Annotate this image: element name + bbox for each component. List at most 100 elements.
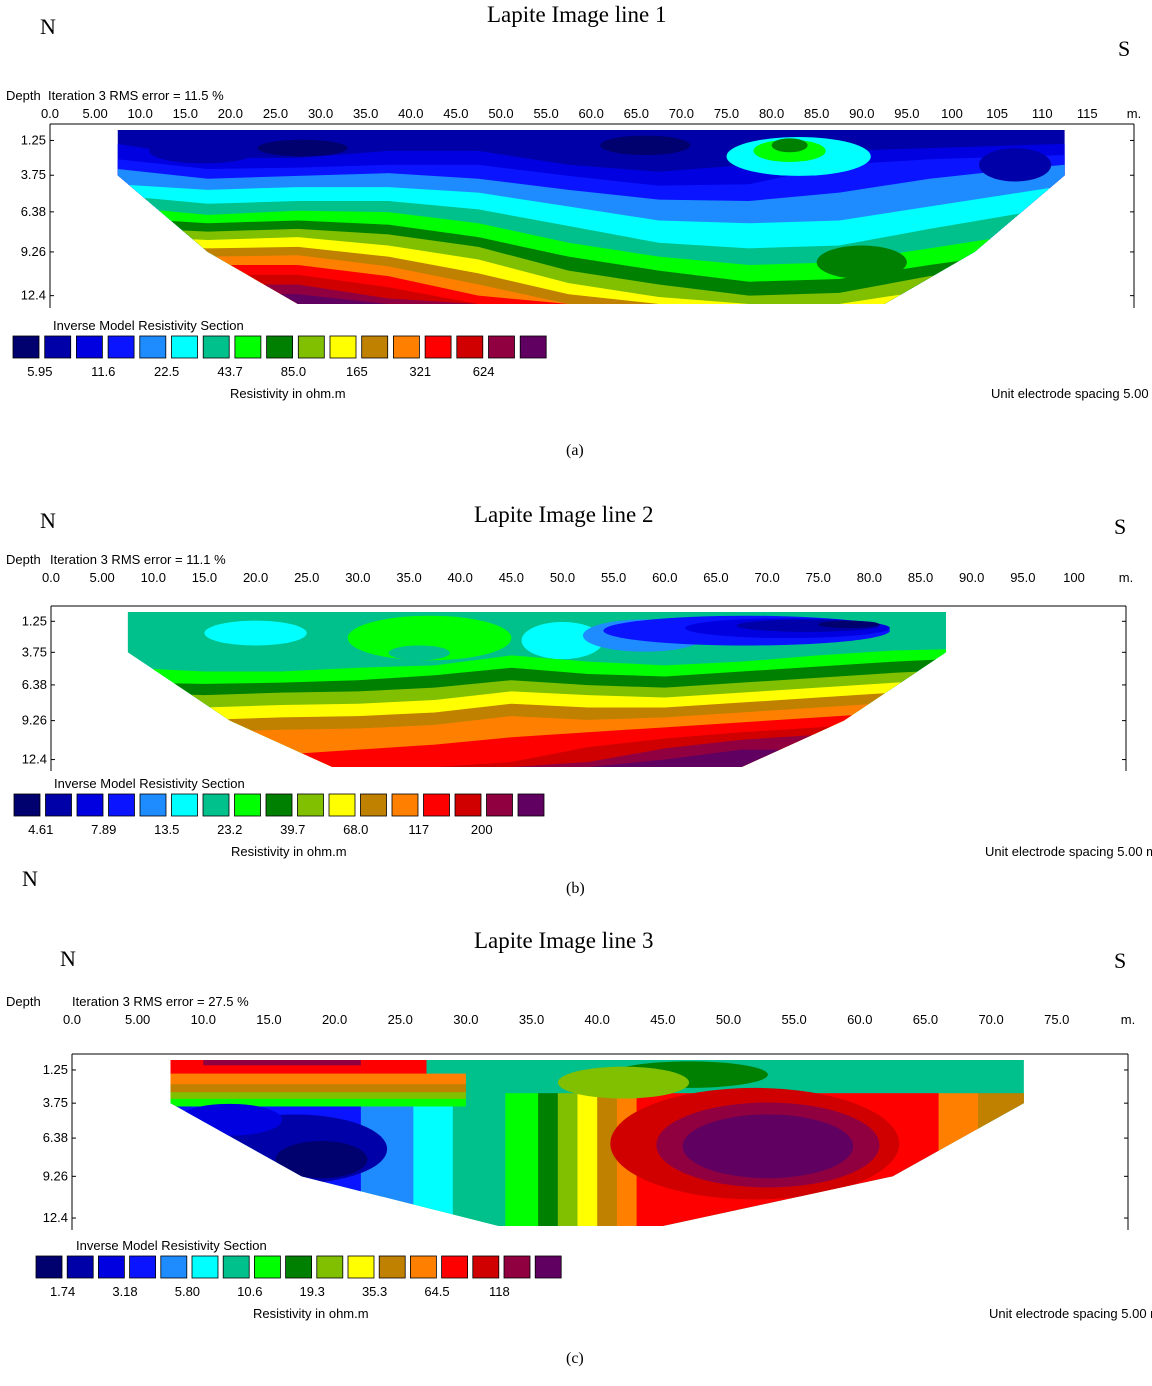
legend-swatch bbox=[517, 793, 545, 817]
x-tick-label: 10.0 bbox=[141, 570, 166, 585]
legend-swatch bbox=[347, 1255, 375, 1279]
depth-tick-label: 9.26 bbox=[21, 244, 46, 259]
legend-value-label: 3.18 bbox=[112, 1284, 137, 1299]
resistivity-anomaly bbox=[682, 1114, 854, 1179]
legend-swatch bbox=[486, 793, 513, 817]
x-tick-label: 25.0 bbox=[263, 106, 288, 121]
resistivity-anomaly bbox=[557, 1066, 690, 1099]
x-tick-label: 75.0 bbox=[714, 106, 739, 121]
legend-swatch bbox=[361, 335, 389, 359]
south-label: S bbox=[1114, 948, 1127, 973]
depth-tick-label: 3.75 bbox=[43, 1095, 68, 1110]
legend-swatch bbox=[171, 793, 198, 817]
resistivity-section-chart: Depth Iteration 3 RMS error = 11.5 % 0.0 5.… bbox=[6, 88, 1152, 401]
x-tick-label: 95.0 bbox=[894, 106, 919, 121]
north-label: N bbox=[40, 14, 56, 39]
x-unit-label: m. bbox=[1119, 570, 1133, 585]
iteration-label: Iteration 3 RMS error = 11.5 % bbox=[48, 88, 224, 103]
electrode-spacing-label: Unit electrode spacing 5.00 m. bbox=[991, 386, 1152, 401]
x-tick-label: 85.0 bbox=[804, 106, 829, 121]
x-tick-label: 45.0 bbox=[443, 106, 468, 121]
x-tick-label: 10.0 bbox=[191, 1012, 216, 1027]
depth-tick-label: 6.38 bbox=[21, 204, 46, 219]
panel-c: Lapite Image line 3 N S Depth Iteration 3… bbox=[0, 926, 1152, 1376]
legend-swatch bbox=[424, 335, 452, 359]
resistivity-section-chart: Depth Iteration 3 RMS error = 27.5 % 0.0 5.… bbox=[6, 994, 1152, 1321]
electrode-spacing-label: Unit electrode spacing 5.00 m. bbox=[985, 844, 1152, 859]
horizontal-zone bbox=[170, 1084, 466, 1094]
legend-value-label: 19.3 bbox=[300, 1284, 325, 1299]
column-zone bbox=[413, 1093, 454, 1226]
legend-value-label: 117 bbox=[408, 822, 429, 837]
legend-swatch bbox=[139, 335, 167, 359]
legend-swatch bbox=[316, 1255, 344, 1279]
x-tick-label: 40.0 bbox=[398, 106, 423, 121]
north-label: N bbox=[40, 508, 56, 533]
horizontal-zone bbox=[203, 1060, 361, 1066]
legend-swatch bbox=[139, 793, 167, 817]
legend-swatch bbox=[441, 1255, 469, 1279]
legend-swatch bbox=[378, 1255, 406, 1279]
x-tick-label: 60.0 bbox=[579, 106, 604, 121]
x-tick-label: 40.0 bbox=[448, 570, 473, 585]
x-unit-label: m. bbox=[1121, 1012, 1135, 1027]
legend-swatch bbox=[423, 793, 450, 817]
panel-title: Lapite Image line 1 bbox=[487, 2, 667, 27]
legend-swatch bbox=[285, 1255, 313, 1279]
legend-value-label: 85.0 bbox=[281, 364, 306, 379]
legend-value-label: 165 bbox=[346, 364, 368, 379]
legend-swatch bbox=[45, 793, 72, 817]
legend-swatch bbox=[456, 335, 484, 359]
x-tick-label: 25.0 bbox=[294, 570, 319, 585]
x-tick-label: 85.0 bbox=[908, 570, 933, 585]
x-tick-label: 105 bbox=[986, 106, 1008, 121]
x-tick-label: 100 bbox=[941, 106, 963, 121]
legend-value-label: 200 bbox=[471, 822, 493, 837]
legend-swatch bbox=[297, 793, 324, 817]
legend-swatch bbox=[98, 1255, 125, 1279]
legend-swatch bbox=[108, 793, 135, 817]
legend-value-label: 1.74 bbox=[50, 1284, 75, 1299]
x-tick-label: 45.0 bbox=[499, 570, 524, 585]
legend-value-label: 10.6 bbox=[237, 1284, 262, 1299]
x-tick-label: 20.0 bbox=[243, 570, 268, 585]
x-tick-label: 115 bbox=[1077, 106, 1098, 121]
legend-swatch bbox=[44, 335, 72, 359]
resistivity-anomaly bbox=[347, 615, 512, 661]
x-tick-label: 65.0 bbox=[624, 106, 649, 121]
legend-swatch bbox=[329, 335, 357, 359]
depth-tick-label: 1.25 bbox=[22, 613, 47, 628]
legend-swatch bbox=[171, 335, 198, 359]
panel-caption: (c) bbox=[566, 1350, 584, 1367]
resistivity-section bbox=[127, 612, 947, 767]
x-tick-label: 65.0 bbox=[913, 1012, 938, 1027]
x-tick-label: 60.0 bbox=[652, 570, 677, 585]
legend-swatch bbox=[534, 1255, 562, 1279]
x-tick-label: 5.00 bbox=[82, 106, 107, 121]
x-tick-label: 55.0 bbox=[533, 106, 558, 121]
horizontal-zone bbox=[170, 1098, 466, 1107]
legend-title: Inverse Model Resistivity Section bbox=[76, 1238, 267, 1253]
column-zone bbox=[538, 1093, 559, 1226]
legend-swatch bbox=[234, 793, 261, 817]
south-label: S bbox=[1118, 36, 1131, 61]
x-tick-label: 0.0 bbox=[41, 106, 59, 121]
x-tick-label: 45.0 bbox=[650, 1012, 675, 1027]
depth-axis-label: Depth bbox=[6, 994, 41, 1009]
column-zone bbox=[977, 1093, 1024, 1226]
legend-swatch bbox=[519, 335, 547, 359]
x-tick-label: 5.00 bbox=[89, 570, 114, 585]
legend-swatch bbox=[66, 1255, 94, 1279]
column-zone bbox=[577, 1093, 598, 1226]
depth-tick-label: 6.38 bbox=[22, 677, 47, 692]
legend-swatch bbox=[76, 793, 104, 817]
depth-tick-label: 6.38 bbox=[43, 1130, 68, 1145]
legend-value-label: 7.89 bbox=[91, 822, 116, 837]
resistivity-anomaly bbox=[600, 135, 691, 156]
x-tick-label: 70.0 bbox=[669, 106, 694, 121]
x-tick-label: 30.0 bbox=[453, 1012, 478, 1027]
x-tick-label: 0.0 bbox=[42, 570, 60, 585]
x-tick-label: 75.0 bbox=[806, 570, 831, 585]
x-tick-label: 40.0 bbox=[585, 1012, 610, 1027]
legend-swatch bbox=[265, 793, 293, 817]
